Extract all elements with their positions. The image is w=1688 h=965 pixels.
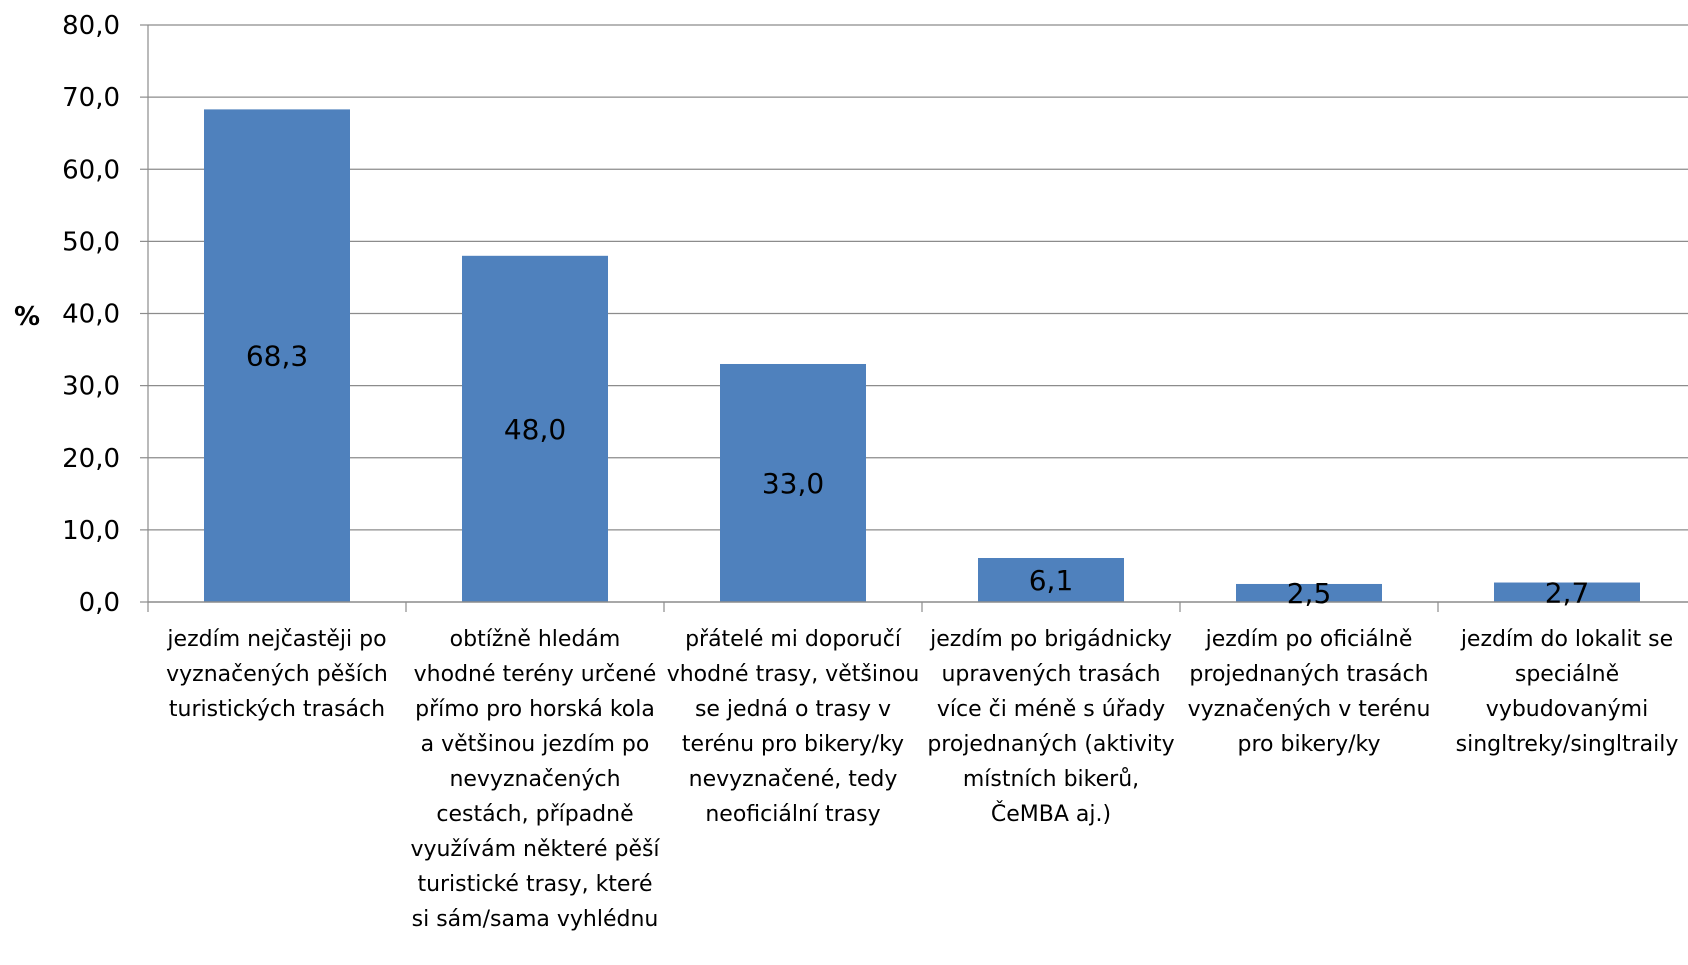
- bar: [204, 109, 350, 602]
- gridlines: [140, 24, 1688, 603]
- y-tick-label: 50,0: [62, 227, 120, 257]
- y-tick-label: 30,0: [62, 372, 120, 402]
- x-category-label: přátelé mi doporučí vhodné trasy, většin…: [666, 627, 920, 827]
- x-category-label: jezdím do lokalit se speciálně vybudovan…: [1455, 627, 1679, 757]
- bar: [978, 558, 1124, 602]
- data-label: 6,1: [1029, 564, 1074, 597]
- data-label: 68,3: [246, 340, 308, 373]
- y-tick-label: 80,0: [62, 11, 120, 41]
- x-category-label: jezdím po brigádnicky upravených trasách…: [927, 627, 1175, 827]
- data-label: 2,5: [1287, 577, 1332, 610]
- x-category-label: jezdím nejčastěji po vyznačených pěších …: [166, 627, 388, 722]
- y-tick-label: 40,0: [62, 300, 120, 330]
- data-label: 2,7: [1545, 576, 1590, 609]
- x-category-label: obtížně hledám vhodné terény určené přím…: [410, 627, 660, 932]
- data-label: 48,0: [504, 413, 566, 446]
- y-tick-label: 10,0: [62, 516, 120, 546]
- y-tick-label: 0,0: [79, 588, 120, 618]
- y-tick-label: 20,0: [62, 444, 120, 474]
- x-axis: [147, 601, 1688, 612]
- y-axis-ticks: 0,0 10,0 20,0 30,0 40,0 50,0 60,0 70,0 80,0: [62, 11, 120, 618]
- data-labels: 68,3 48,0 33,0 6,1 2,5 2,7: [246, 340, 1589, 610]
- bar: [462, 255, 608, 603]
- y-tick-label: 70,0: [62, 83, 120, 113]
- bar: [1494, 582, 1640, 602]
- bars: [204, 109, 1640, 603]
- data-label: 33,0: [762, 467, 824, 500]
- bar: [720, 363, 866, 602]
- y-tick-label: 60,0: [62, 155, 120, 185]
- y-axis-label: %: [14, 302, 40, 332]
- bar: [1236, 583, 1382, 602]
- x-category-label: jezdím po oficiálně projednaných trasách…: [1187, 627, 1431, 757]
